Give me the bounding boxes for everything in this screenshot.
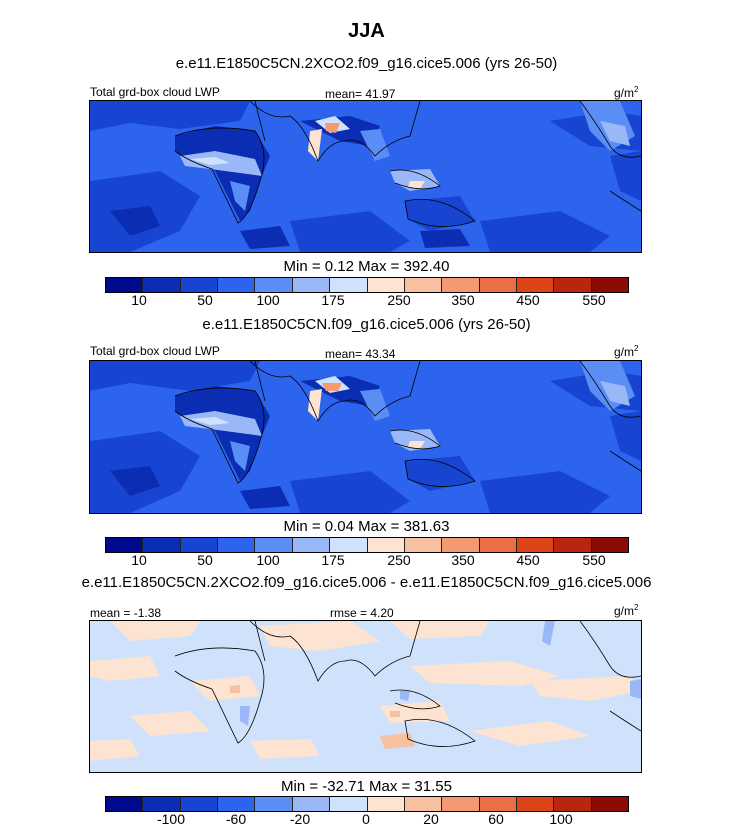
colorbar-tick: 100: [256, 292, 280, 308]
colorbar-tick: -60: [225, 811, 247, 827]
colorbar-swatch: [292, 278, 331, 292]
panel-3-rmse-label: rmse = 4.20: [330, 606, 394, 620]
colorbar-tick: 50: [197, 292, 213, 308]
colorbar-swatch: [106, 797, 144, 811]
colorbar-swatch: [255, 278, 293, 292]
panel-1-map: [89, 100, 642, 253]
colorbar-tick: 550: [582, 552, 606, 568]
panel-1-colorbar-ticks: 10 50 100 175 250 350 450 550: [0, 292, 733, 310]
colorbar-swatch: [106, 278, 144, 292]
colorbar-swatch: [106, 538, 144, 552]
panel-2-mean-label: mean= 43.34: [325, 347, 396, 361]
colorbar-swatch: [180, 538, 219, 552]
colorbar-tick: 50: [197, 552, 213, 568]
figure-season-title: JJA: [348, 20, 385, 42]
colorbar-tick: 100: [549, 811, 573, 827]
colorbar-swatch: [479, 797, 517, 811]
panel-3-mean-label: mean = -1.38: [90, 606, 162, 620]
colorbar-swatch: [292, 797, 331, 811]
colorbar-tick: 100: [256, 552, 280, 568]
colorbar-swatch: [330, 278, 368, 292]
panel-3-minmax: Min = -32.71 Max = 31.55: [281, 778, 452, 795]
colorbar-swatch: [554, 797, 592, 811]
colorbar-tick: 550: [582, 292, 606, 308]
colorbar-tick: 10: [131, 552, 147, 568]
colorbar-swatch: [479, 538, 517, 552]
colorbar-swatch: [404, 797, 443, 811]
colorbar-swatch: [255, 538, 293, 552]
colorbar-swatch: [330, 538, 368, 552]
colorbar-swatch: [516, 278, 555, 292]
colorbar-tick: 250: [387, 552, 411, 568]
colorbar-swatch: [180, 278, 219, 292]
colorbar-swatch: [591, 538, 629, 552]
colorbar-tick: 20: [423, 811, 439, 827]
colorbar-swatch: [255, 797, 293, 811]
panel-2-map: [89, 360, 642, 514]
colorbar-tick: 175: [321, 292, 345, 308]
panel-2-colorbar: [105, 537, 629, 553]
colorbar-tick: -20: [289, 811, 311, 827]
colorbar-tick: 250: [387, 292, 411, 308]
colorbar-swatch: [554, 538, 592, 552]
colorbar-swatch: [218, 797, 256, 811]
colorbar-swatch: [180, 797, 219, 811]
panel-3-unit-label: g/m2: [614, 603, 639, 618]
colorbar-swatch: [591, 797, 629, 811]
colorbar-tick: 0: [362, 811, 370, 827]
colorbar-swatch: [143, 797, 181, 811]
panel-1-unit-label: g/m2: [614, 85, 639, 100]
colorbar-swatch: [218, 538, 256, 552]
colorbar-swatch: [516, 538, 555, 552]
colorbar-swatch: [330, 797, 368, 811]
colorbar-swatch: [404, 278, 443, 292]
panel-2-minmax: Min = 0.04 Max = 381.63: [283, 518, 450, 535]
panel-1-minmax: Min = 0.12 Max = 392.40: [283, 258, 450, 275]
colorbar-tick: 60: [488, 811, 504, 827]
colorbar-tick: 350: [451, 552, 475, 568]
colorbar-swatch: [554, 278, 592, 292]
colorbar-swatch: [591, 278, 629, 292]
colorbar-swatch: [143, 278, 181, 292]
colorbar-tick: 450: [516, 292, 540, 308]
colorbar-tick: 10: [131, 292, 147, 308]
colorbar-swatch: [367, 278, 405, 292]
panel-1-mean-label: mean= 41.97: [325, 87, 396, 101]
colorbar-swatch: [442, 538, 480, 552]
panel-2-unit-label: g/m2: [614, 344, 639, 359]
panel-3-colorbar: [105, 796, 629, 812]
panel-2-case-title: e.e11.E1850C5CN.f09_g16.cice5.006 (yrs 2…: [202, 316, 531, 333]
colorbar-swatch: [367, 538, 405, 552]
colorbar-swatch: [143, 538, 181, 552]
colorbar-swatch: [367, 797, 405, 811]
panel-3-case-title: e.e11.E1850C5CN.2XCO2.f09_g16.cice5.006 …: [81, 574, 652, 591]
panel-2-variable-label: Total grd-box cloud LWP: [90, 344, 220, 358]
colorbar-swatch: [516, 797, 555, 811]
panel-3-map: [89, 620, 642, 773]
colorbar-swatch: [404, 538, 443, 552]
panel-1-case-title: e.e11.E1850C5CN.2XCO2.f09_g16.cice5.006 …: [175, 55, 558, 72]
colorbar-tick: 450: [516, 552, 540, 568]
panel-1-colorbar: [105, 277, 629, 293]
colorbar-swatch: [292, 538, 331, 552]
colorbar-tick: 175: [321, 552, 345, 568]
panel-2-colorbar-ticks: 10 50 100 175 250 350 450 550: [0, 552, 733, 570]
colorbar-swatch: [442, 278, 480, 292]
panel-1-variable-label: Total grd-box cloud LWP: [90, 85, 220, 99]
colorbar-tick: -100: [156, 811, 186, 827]
colorbar-swatch: [218, 278, 256, 292]
panel-3-colorbar-ticks: -100 -60 -20 0 20 60 100: [0, 811, 733, 829]
colorbar-tick: 350: [451, 292, 475, 308]
colorbar-swatch: [442, 797, 480, 811]
colorbar-swatch: [479, 278, 517, 292]
